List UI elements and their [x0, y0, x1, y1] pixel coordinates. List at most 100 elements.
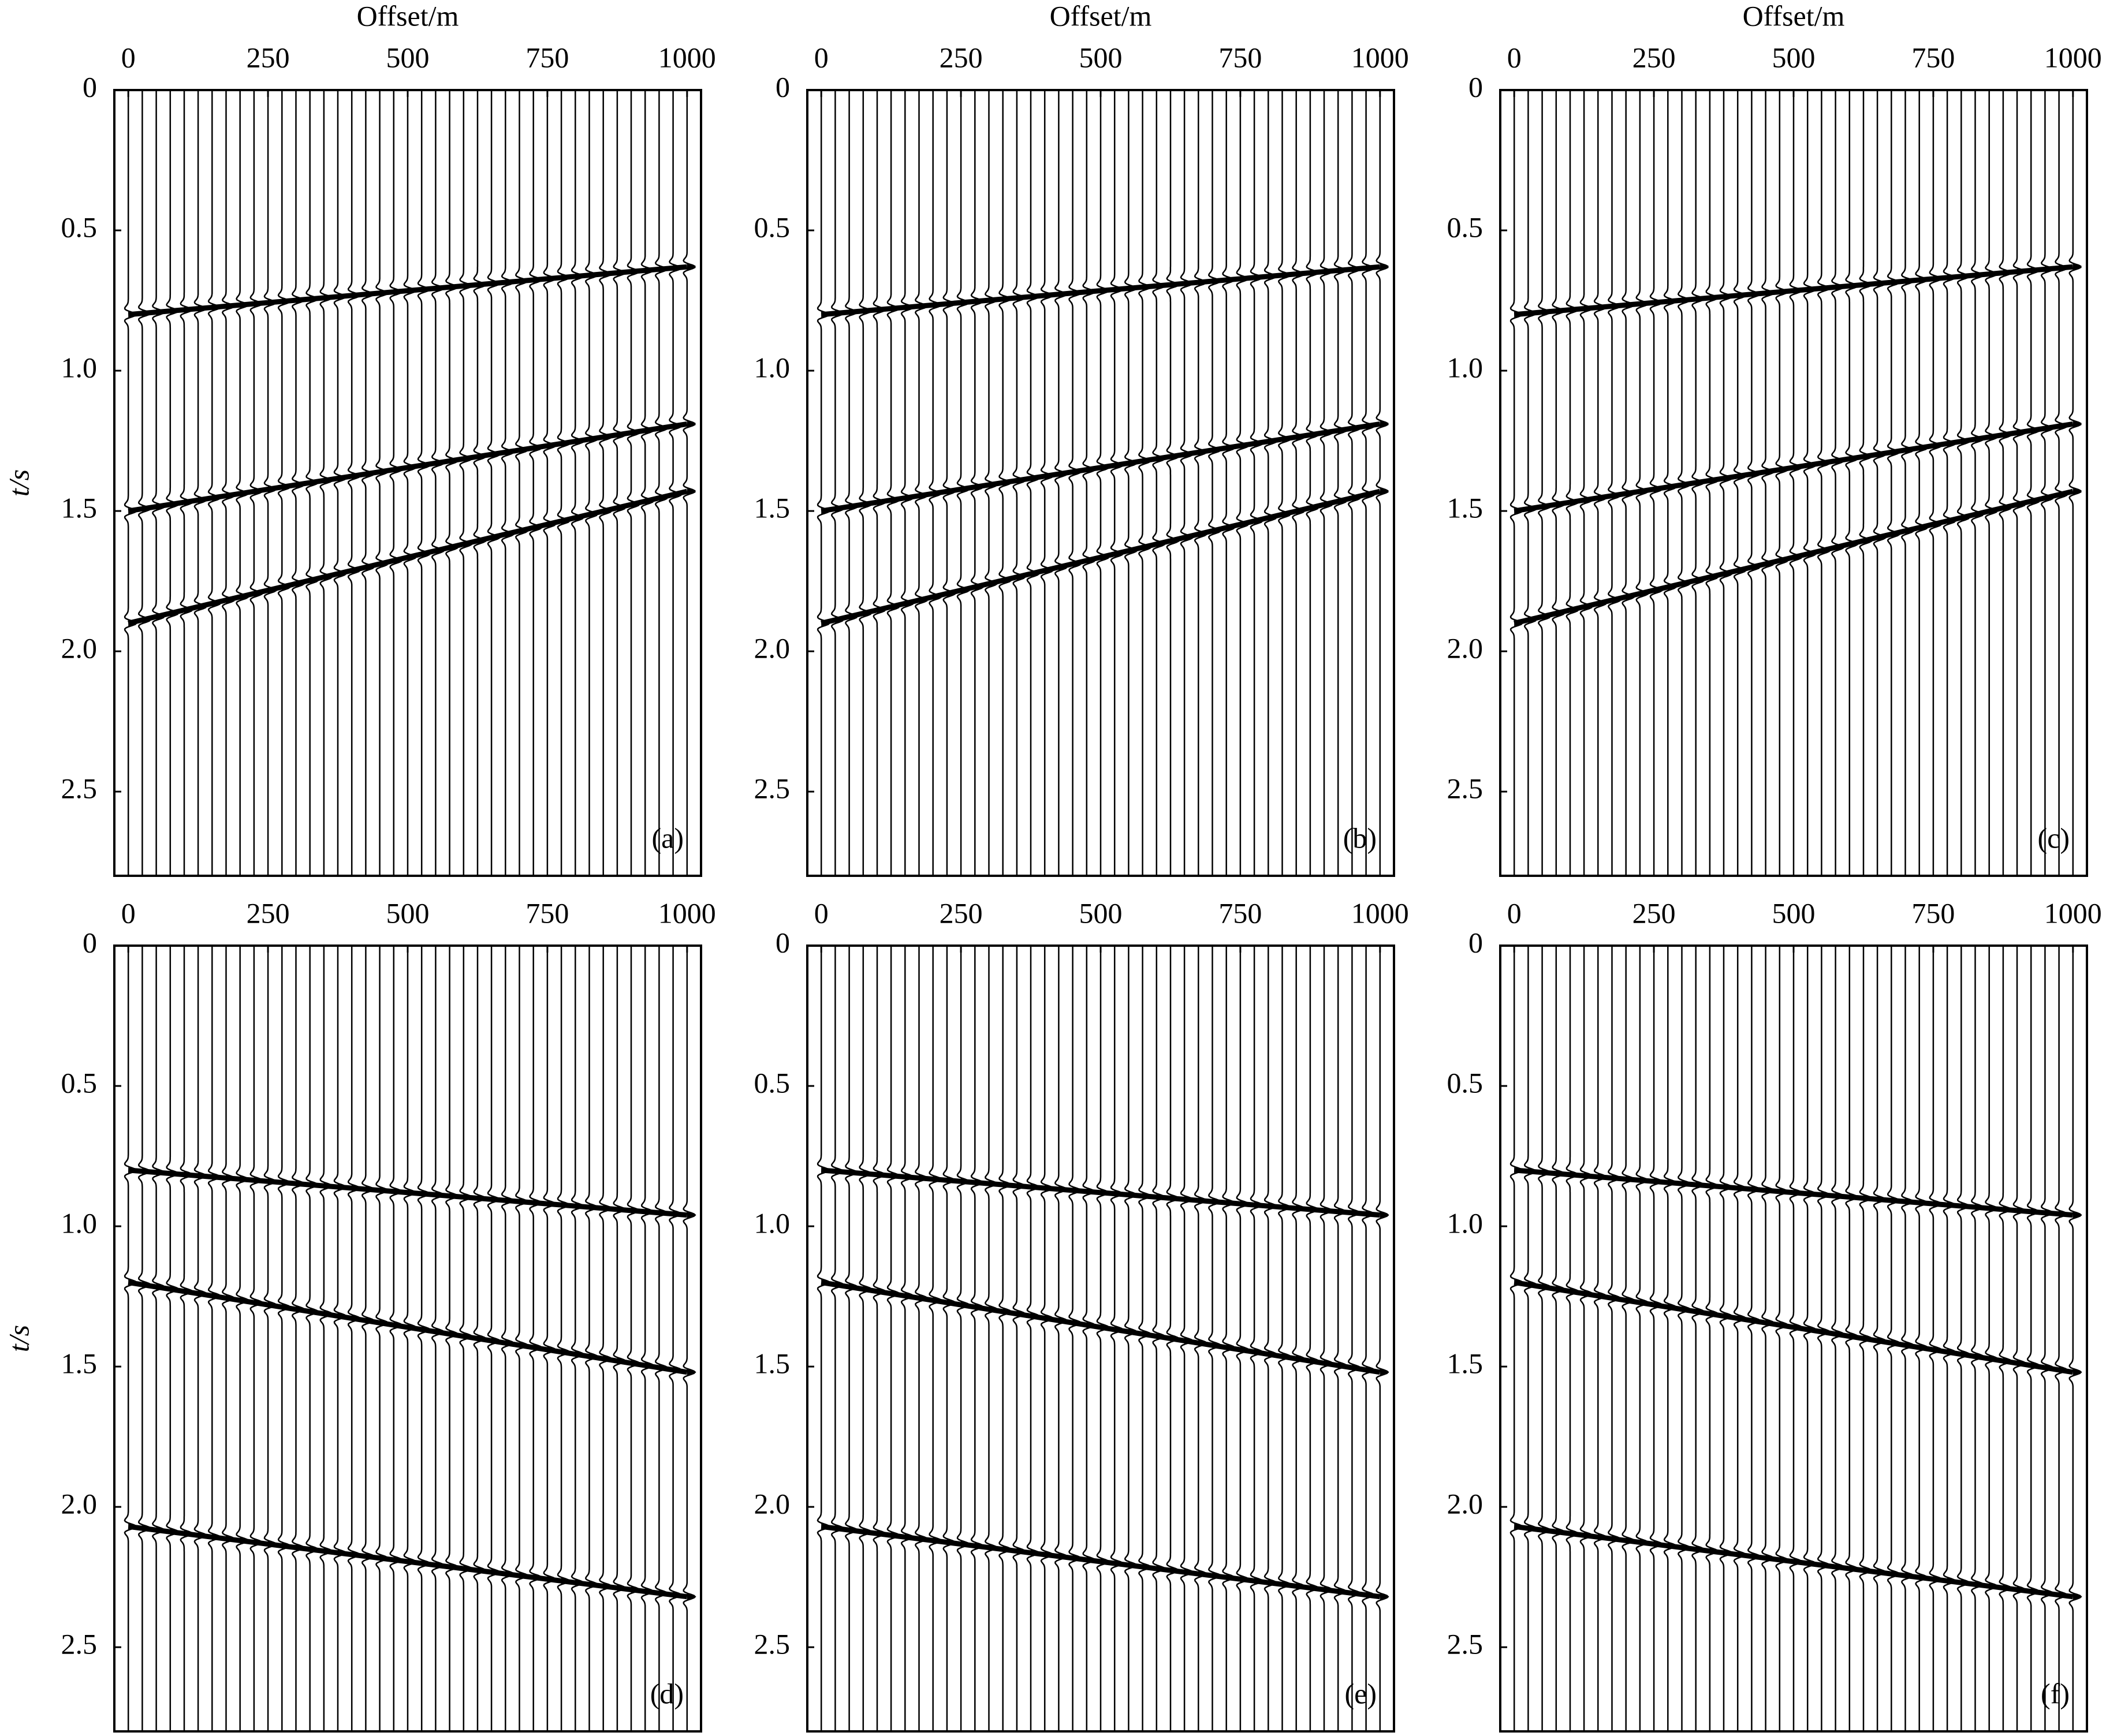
y-tick-label: 1.5: [1447, 492, 1483, 524]
y-axis-title: t/s: [2, 469, 35, 496]
trace: [1649, 946, 1663, 1731]
trace-fill: [1240, 946, 1248, 1731]
x-tick-label: 250: [940, 41, 983, 73]
x-tick-label: 0: [1507, 41, 1522, 73]
trace: [1929, 90, 1943, 875]
trace: [277, 90, 291, 875]
trace-fill: [1668, 946, 1676, 1731]
trace: [180, 90, 193, 875]
trace-fill: [1170, 90, 1179, 876]
trace: [529, 90, 543, 875]
trace-fill: [1794, 946, 1802, 1731]
trace-fill: [933, 90, 941, 876]
trace-fill: [2017, 946, 2025, 1731]
trace: [1207, 90, 1222, 875]
trace-fill: [631, 946, 639, 1731]
y-tick-label: 0.5: [1447, 1067, 1483, 1099]
trace-fill: [240, 946, 248, 1731]
trace: [403, 946, 417, 1731]
y-tick-label: 1.5: [61, 1347, 98, 1380]
trace-fill: [1058, 946, 1067, 1731]
trace: [166, 90, 180, 875]
y-tick-label: 1.0: [1447, 352, 1483, 384]
trace-fill: [891, 90, 899, 876]
trace: [1789, 946, 1803, 1731]
trace: [1593, 946, 1608, 1731]
x-axis-title: Offset/m: [1743, 0, 1845, 32]
trace-fill: [1352, 946, 1360, 1731]
trace-fill: [449, 946, 458, 1731]
trace-fill: [1198, 90, 1207, 876]
x-axis-title: Offset/m: [357, 0, 459, 32]
trace-fill: [393, 946, 402, 1731]
trace: [627, 946, 640, 1731]
event-line: [821, 1167, 1381, 1218]
trace: [1054, 90, 1068, 875]
trace-fill: [1738, 946, 1746, 1731]
trace-fill: [1338, 90, 1346, 876]
trace-fill: [603, 946, 612, 1731]
trace: [998, 946, 1012, 1731]
trace-fill: [1310, 90, 1318, 876]
trace: [1222, 946, 1236, 1731]
trace: [152, 90, 166, 875]
trace: [1306, 946, 1319, 1731]
trace: [291, 946, 305, 1731]
trace: [1194, 90, 1207, 875]
trace-fill: [1528, 946, 1537, 1731]
trace: [1538, 90, 1552, 875]
x-tick-label: 500: [386, 41, 430, 73]
trace-fill: [821, 90, 830, 876]
trace-fill: [561, 946, 570, 1731]
trace-fill: [408, 946, 416, 1731]
trace: [1915, 90, 1929, 875]
trace: [1817, 946, 1831, 1731]
trace-fill: [1072, 946, 1081, 1731]
trace: [970, 946, 985, 1731]
x-tick-label: 750: [525, 897, 569, 929]
trace-fill: [849, 946, 858, 1731]
trace-fill: [877, 90, 885, 876]
trace-fill: [296, 946, 304, 1731]
trace-fill: [1254, 946, 1263, 1731]
trace-fill: [533, 90, 542, 876]
trace: [1649, 90, 1663, 875]
trace-fill: [282, 90, 290, 876]
trace-fill: [1528, 90, 1537, 876]
trace: [1552, 946, 1565, 1731]
y-tick-label: 2.5: [754, 772, 791, 805]
trace-fill: [687, 946, 695, 1731]
trace: [375, 946, 389, 1731]
trace: [319, 90, 333, 875]
trace: [1509, 946, 1523, 1731]
trace-fill: [463, 90, 472, 876]
trace-fill: [1919, 946, 1928, 1731]
event-line: [1514, 1524, 2074, 1600]
trace: [1943, 946, 1956, 1731]
trace-fill: [561, 90, 570, 876]
trace-fill: [1352, 90, 1360, 876]
trace: [487, 90, 501, 875]
trace-fill: [1612, 946, 1620, 1731]
trace: [2055, 90, 2068, 875]
trace: [1733, 90, 1747, 875]
y-tick-label: 2.5: [1447, 772, 1483, 805]
trace-fill: [905, 946, 914, 1731]
trace-fill: [919, 946, 927, 1731]
trace: [543, 90, 557, 875]
trace: [166, 946, 180, 1731]
trace-fill: [575, 90, 584, 876]
trace-fill: [1514, 90, 1523, 876]
trace: [1719, 946, 1733, 1731]
y-tick-label: 0.5: [754, 211, 791, 244]
trace-fill: [1933, 946, 1941, 1731]
trace-fill: [2003, 946, 2011, 1731]
trace: [207, 90, 221, 875]
trace: [1319, 946, 1333, 1731]
trace-fill: [1835, 90, 1844, 876]
y-tick-label: 1.5: [754, 1347, 791, 1380]
trace-fill: [1240, 90, 1248, 876]
event-line: [128, 1167, 688, 1218]
x-tick-label: 1000: [2044, 41, 2102, 73]
trace: [1622, 90, 1635, 875]
